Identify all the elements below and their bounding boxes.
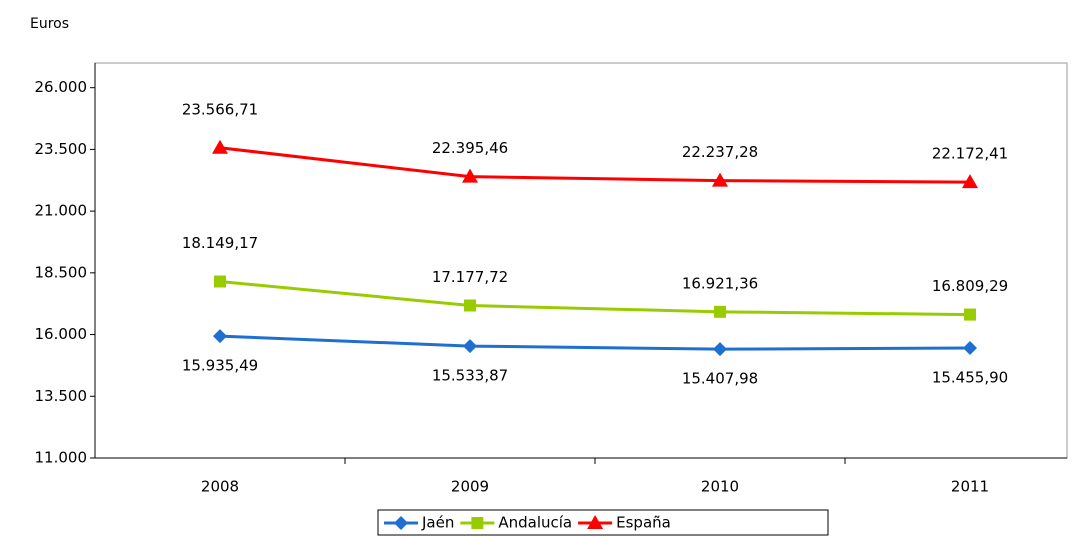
marker — [712, 172, 728, 187]
data-label: 16.809,29 — [932, 277, 1008, 295]
data-label: 15.407,98 — [682, 370, 758, 388]
data-label: 17.177,72 — [432, 268, 508, 286]
y-tick-label: 26.000 — [35, 78, 88, 96]
legend-label: Jaén — [421, 514, 454, 532]
y-tick-label: 13.500 — [35, 387, 88, 405]
marker — [464, 299, 476, 312]
legend-label: Andalucía — [498, 514, 572, 532]
data-label: 22.395,46 — [432, 139, 508, 157]
marker — [213, 329, 227, 344]
y-tick-label: 21.000 — [35, 202, 88, 220]
marker — [471, 517, 484, 529]
series-line — [219, 280, 971, 317]
marker — [962, 174, 978, 189]
legend-label: España — [616, 514, 671, 532]
plot-frame — [94, 62, 1068, 459]
legend: Jaén Andalucía España — [377, 509, 829, 536]
marker — [714, 305, 726, 318]
marker — [587, 515, 604, 529]
marker — [463, 339, 477, 354]
y-tick-label: 11.000 — [35, 449, 88, 467]
data-label: 16.921,36 — [682, 274, 758, 292]
data-label: 18.149,17 — [182, 234, 258, 252]
marker — [963, 340, 977, 355]
marker — [462, 168, 478, 183]
data-label: 15.935,49 — [182, 357, 258, 375]
data-label: 15.533,87 — [432, 367, 508, 385]
data-label: 15.455,90 — [932, 368, 1008, 386]
marker — [713, 342, 727, 357]
marker — [964, 308, 976, 321]
y-tick-label: 18.500 — [35, 263, 88, 281]
x-tick-label: 2009 — [451, 478, 489, 496]
x-tick-label: 2011 — [951, 478, 989, 496]
y-tick-label: 23.500 — [35, 140, 88, 158]
y-tick-label: 16.000 — [35, 325, 88, 343]
marker — [394, 516, 408, 530]
marker — [212, 139, 228, 154]
data-label: 22.172,41 — [932, 145, 1008, 163]
x-tick-label: 2008 — [201, 478, 239, 496]
x-tick-label: 2010 — [701, 478, 739, 496]
marker — [214, 275, 226, 288]
y-axis-label: Euros — [30, 16, 69, 32]
data-label: 23.566,71 — [182, 100, 258, 118]
series-line — [219, 334, 971, 351]
series-line — [219, 146, 971, 184]
data-label: 22.237,28 — [682, 143, 758, 161]
